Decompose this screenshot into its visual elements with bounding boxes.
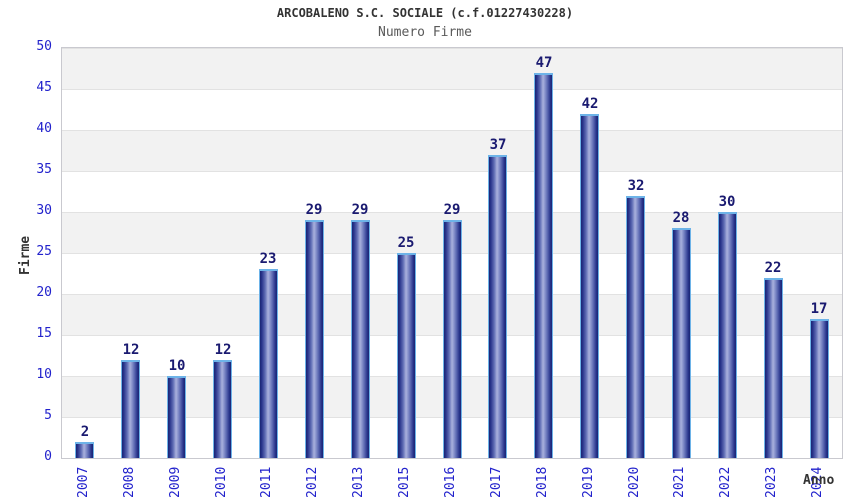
bar-value-label: 29 [443, 202, 461, 218]
bar-value-label: 28 [672, 210, 690, 226]
x-tick-label: 2008 [122, 466, 137, 498]
y-tick-label: 0 [44, 449, 52, 464]
bar-value-label: 30 [718, 194, 736, 210]
bar-value-label: 47 [535, 55, 553, 71]
x-tick-label: 2022 [718, 466, 733, 498]
bar-2012 [305, 220, 324, 458]
bar-2022 [718, 212, 737, 458]
y-tick-label: 40 [36, 121, 52, 136]
x-tick-label: 2021 [672, 466, 687, 498]
x-tick-label: 2013 [351, 466, 366, 498]
bar-2024 [810, 319, 829, 458]
y-tick-label: 25 [36, 244, 52, 259]
bar-value-label: 42 [581, 96, 599, 112]
x-tick-label: 2015 [397, 466, 412, 498]
x-tick-label: 2011 [259, 466, 274, 498]
y-tick-label: 20 [36, 285, 52, 300]
bar-2016 [443, 220, 462, 458]
x-tick-label: 2009 [168, 466, 183, 498]
bar-value-label: 29 [305, 202, 323, 218]
bar-2011 [259, 269, 278, 458]
bar-2009 [167, 376, 186, 458]
y-tick-label: 10 [36, 367, 52, 382]
chart-title: ARCOBALENO S.C. SOCIALE (c.f.01227430228… [276, 6, 574, 20]
bar-value-label: 37 [489, 137, 507, 153]
bar-2007 [75, 442, 94, 458]
bar-value-label: 12 [122, 342, 140, 358]
x-axis-label: Anno [803, 473, 835, 488]
bar-value-label: 22 [764, 260, 782, 276]
x-tick-label: 2019 [581, 466, 596, 498]
y-tick-label: 5 [44, 408, 52, 423]
bar-2019 [580, 114, 599, 458]
bar-2008 [121, 360, 140, 458]
bar-value-label: 25 [397, 235, 415, 251]
chart-subtitle: Numero Firme [378, 25, 472, 40]
y-tick-label: 45 [36, 80, 52, 95]
bar-2013 [351, 220, 370, 458]
x-tick-label: 2018 [535, 466, 550, 498]
bar-value-label: 23 [259, 251, 277, 267]
x-tick-label: 2007 [76, 466, 91, 498]
bar-value-label: 10 [168, 358, 186, 374]
x-tick-label: 2017 [489, 466, 504, 498]
bar-2023 [764, 278, 783, 458]
y-tick-label: 50 [36, 39, 52, 54]
bar-2021 [672, 228, 691, 458]
x-tick-label: 2020 [627, 466, 642, 498]
x-tick-label: 2016 [443, 466, 458, 498]
bar-2017 [488, 155, 507, 458]
bar-value-label: 17 [810, 301, 828, 317]
y-tick-label: 35 [36, 162, 52, 177]
bar-2015 [397, 253, 416, 458]
y-tick-label: 15 [36, 326, 52, 341]
bar-2010 [213, 360, 232, 458]
bar-2018 [534, 73, 553, 458]
bar-value-label: 29 [351, 202, 369, 218]
bar-value-label: 32 [627, 178, 645, 194]
x-tick-label: 2012 [305, 466, 320, 498]
bar-value-label: 2 [80, 424, 90, 440]
y-tick-label: 30 [36, 203, 52, 218]
bar-value-label: 12 [214, 342, 232, 358]
x-tick-label: 2023 [764, 466, 779, 498]
x-tick-label: 2010 [214, 466, 229, 498]
plot-area: 2 12 10 12 23 29 29 25 29 37 47 42 32 28 30 22 17 [61, 47, 843, 459]
bar-2020 [626, 196, 645, 458]
